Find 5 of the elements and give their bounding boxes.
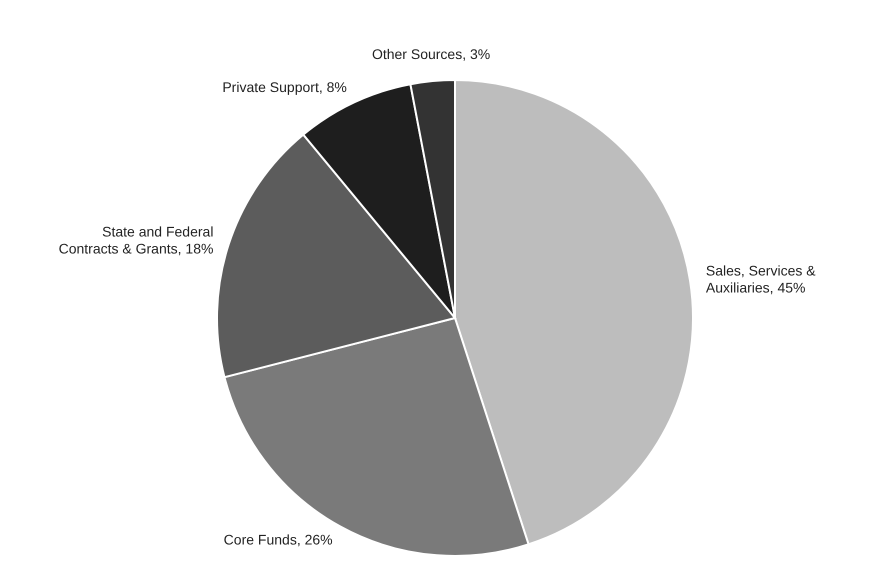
slice-label: State and Federal Contracts & Grants, 18%	[58, 224, 214, 257]
slice-label: Private Support, 8%	[222, 79, 347, 96]
slice-label: Other Sources, 3%	[372, 46, 490, 62]
slice-label: Core Funds, 26%	[224, 532, 333, 548]
slice-label: Sales, Services & Auxiliaries, 45%	[706, 262, 816, 296]
